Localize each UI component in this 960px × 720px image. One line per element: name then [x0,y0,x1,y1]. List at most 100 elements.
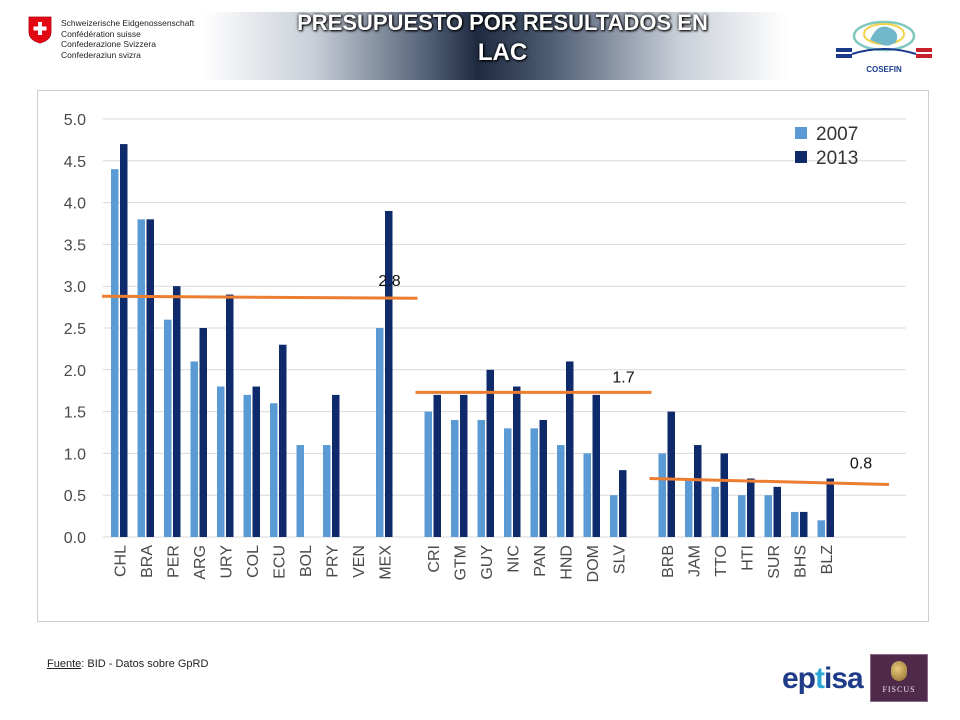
bar-bhs-2013 [800,511,808,537]
fiscus-coin-icon [891,661,907,681]
x-axis-category-labels: CHL BRA PER ARG URY COL ECU BOL PRY VEN MEX CRI GTM G… [112,545,836,583]
x-category-label: GTM [452,545,469,581]
page-title-line2: LAC [477,39,528,66]
x-category-label: BHS [792,545,809,578]
page-title-line1: PRESUPUESTO POR RESULTADOS EN [297,10,708,35]
bar-slv-2013 [619,470,627,537]
bars [111,144,834,537]
eptisa-logo-accent: t [815,662,825,695]
y-tick-label: 1.5 [64,405,86,422]
source-note: Fuente: BID - Datos sobre GpRD [47,658,208,670]
swiss-confederation-logo: Schweizerische Eidgenossenschaft Confédé… [28,16,228,72]
legend-swatch [795,151,807,163]
bar-pry-2013 [332,394,340,537]
x-category-label: DOM [585,545,602,582]
average-label: 2.8 [378,273,400,290]
fiscus-logo-text: FISCUS [882,685,916,694]
bar-chl-2007 [111,169,119,537]
bar-nic-2013 [513,386,521,537]
swiss-flag-icon [28,16,52,44]
bar-sur-2013 [773,486,781,537]
x-category-label: COL [245,545,262,578]
x-category-label: PER [165,545,182,578]
swiss-name-fr: Confédération suisse [61,28,141,39]
y-axis-tick-labels: 0.0 0.5 1.0 1.5 2.0 2.5 3.0 3.5 4.0 4.5 5.0 [64,112,86,547]
bar-jam-2013 [694,445,702,537]
x-category-label: BOL [298,545,315,577]
swiss-name-de: Schweizerische Eidgenossenschaft [61,18,195,28]
swiss-name-it: Confederazione Svizzera [61,39,156,49]
swiss-name-rm: Confederaziun svizra [61,49,141,60]
bar-guy-2013 [486,369,494,537]
bar-bra-2007 [137,219,145,537]
bar-arg-2007 [190,361,198,537]
x-category-label: PRY [324,545,341,578]
swiss-confederation-names: Schweizerische Eidgenossenschaft Confédé… [61,18,231,60]
bar-blz-2007 [817,520,825,537]
banner-gradient [20,12,935,80]
legend-label: 2013 [816,148,858,169]
bar-gtm-2007 [451,419,459,537]
average-lines: 2.8 1.7 0.8 [101,273,890,486]
cosefin-logo-text: COSEFIN [866,65,902,74]
bar-mex-2007 [376,328,384,537]
bar-col-2013 [252,386,260,537]
bar-cri-2007 [424,411,432,537]
y-tick-label: 2.5 [64,321,86,338]
bar-gtm-2013 [460,394,468,537]
x-category-label: NIC [505,545,522,573]
bar-nic-2007 [504,428,512,537]
y-tick-label: 5.0 [64,112,86,129]
source-key: Fuente [47,658,82,670]
x-category-label: CRI [426,545,443,573]
bar-ury-2007 [217,386,225,537]
x-category-label: HTI [739,545,756,571]
x-category-label: SUR [766,545,783,579]
y-tick-label: 3.5 [64,237,86,254]
x-category-label: PAN [532,545,549,577]
x-category-label: HND [558,545,575,580]
bar-per-2007 [164,319,172,537]
y-tick-label: 1.0 [64,446,86,463]
bar-col-2007 [243,394,251,537]
average-label: 1.7 [612,369,634,386]
bar-tto-2013 [720,453,728,537]
bar-ury-2013 [226,294,234,537]
bar-chart: 0.0 0.5 1.0 1.5 2.0 2.5 3.0 3.5 4.0 4.5 5.0 CHL BRA… [37,90,929,622]
bar-ecu-2013 [279,344,287,537]
x-category-label: MEX [377,545,394,580]
y-tick-label: 3.0 [64,279,86,296]
x-category-label: ECU [271,545,288,579]
bar-pan-2007 [530,428,538,537]
bar-hti-2007 [738,495,746,537]
bar-brb-2013 [667,411,675,537]
eptisa-logo-part2: isa [824,662,864,695]
x-category-label: BLZ [819,545,836,575]
bar-sur-2007 [764,495,772,537]
bar-hnd-2007 [557,445,565,537]
average-line [101,294,418,300]
bar-guy-2007 [477,419,485,537]
y-tick-label: 4.0 [64,196,86,213]
fiscus-logo: FISCUS [870,654,928,702]
bar-cri-2013 [433,394,441,537]
x-category-label: GUY [479,545,496,580]
x-category-label: VEN [351,545,368,578]
x-category-label: CHL [112,545,129,577]
bar-bhs-2007 [791,511,799,537]
average-line [649,476,890,486]
legend: 2007 2013 [795,124,858,169]
bar-bra-2013 [146,219,154,537]
bar-brb-2007 [658,453,666,537]
x-category-label: ARG [192,545,209,580]
y-tick-label: 0.5 [64,488,86,505]
bar-pan-2013 [539,419,547,537]
y-tick-label: 2.0 [64,363,86,380]
x-category-label: BRA [139,545,156,578]
x-category-label: URY [218,545,235,579]
x-category-label: TTO [713,545,730,577]
bar-arg-2013 [199,328,207,537]
bar-slv-2007 [610,495,618,537]
bar-chl-2013 [120,144,128,537]
bar-mex-2013 [385,210,393,537]
